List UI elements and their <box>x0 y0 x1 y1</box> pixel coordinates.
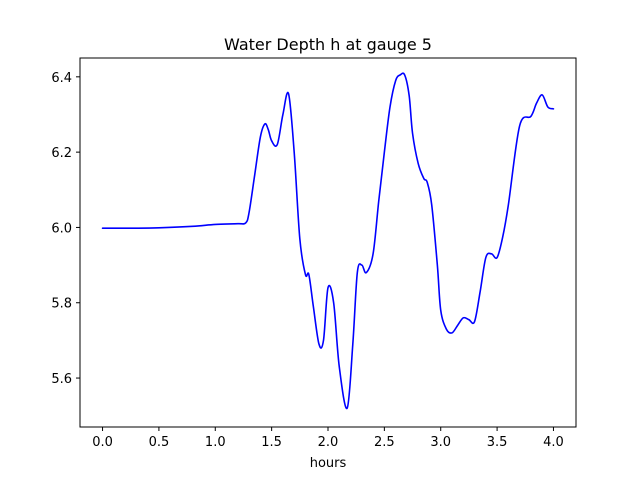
x-tick-label: 0.5 <box>149 435 170 450</box>
x-tick-label: 2.0 <box>318 435 339 450</box>
x-tick-label: 3.0 <box>430 435 451 450</box>
x-tick-label: 4.0 <box>543 435 564 450</box>
y-axis: 5.6 5.8 6.0 6.2 6.4 <box>51 71 80 387</box>
series-layer <box>101 72 555 409</box>
y-tick-label: 5.8 <box>51 297 72 312</box>
plot-area <box>79 57 577 428</box>
x-tick-label: 1.5 <box>261 435 282 450</box>
y-tick-label: 5.6 <box>51 372 72 387</box>
x-tick-label: 1.0 <box>205 435 226 450</box>
y-tick-label: 6.2 <box>51 146 72 161</box>
y-tick-label: 6.4 <box>51 71 72 86</box>
x-tick-label: 0.0 <box>92 435 113 450</box>
chart-title: Water Depth h at gauge 5 <box>224 35 432 54</box>
x-tick-label: 3.5 <box>487 435 508 450</box>
x-axis: 0.0 0.5 1.0 1.5 2.0 2.5 3.0 3.5 4.0 <box>92 427 564 450</box>
x-tick-label: 2.5 <box>374 435 395 450</box>
x-axis-label: hours <box>310 456 347 471</box>
plot-frame <box>79 57 577 428</box>
y-tick-label: 6.0 <box>51 221 72 236</box>
water-depth-series-line <box>101 72 555 409</box>
